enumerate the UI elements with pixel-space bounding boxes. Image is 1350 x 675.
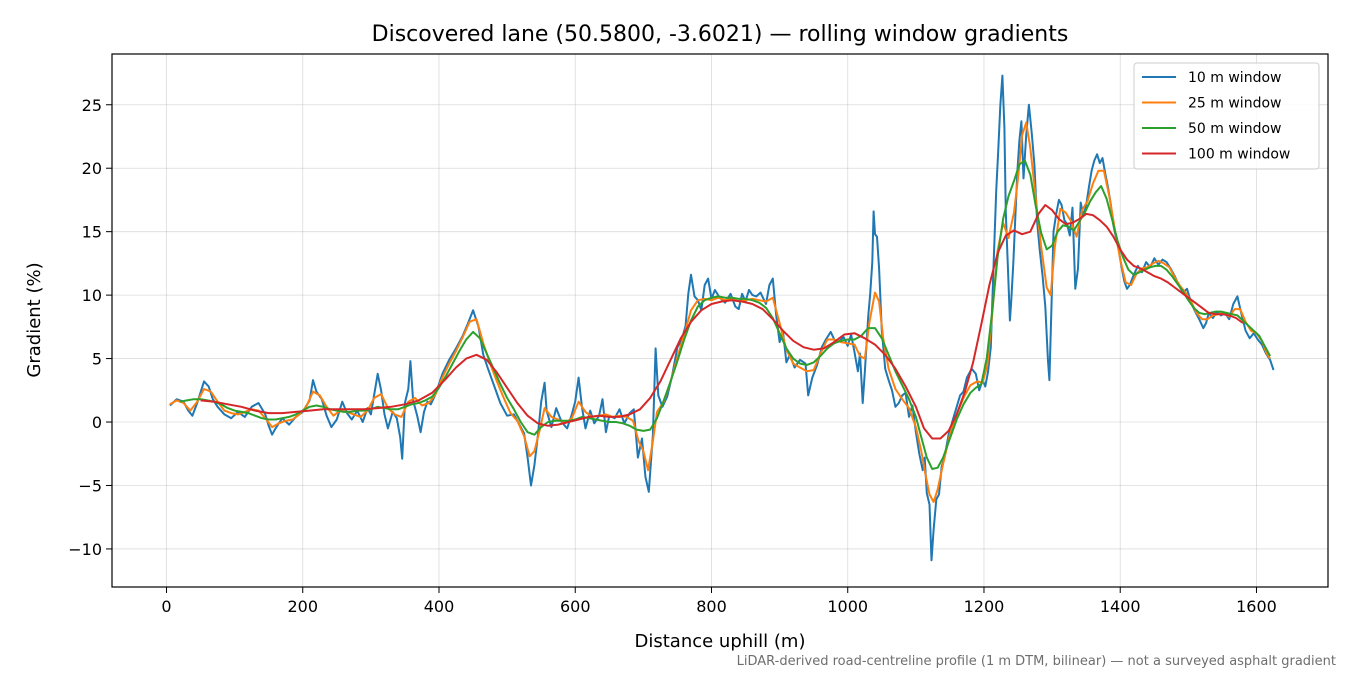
chart-title: Discovered lane (50.5800, -3.6021) — rol… [372,22,1069,47]
legend-label: 10 m window [1188,70,1281,86]
y-tick-label: −5 [78,476,102,495]
legend: 10 m window 25 m window 50 m window 100 m w… [1133,62,1320,170]
y-tick-label: 5 [92,350,102,369]
legend-label: 100 m window [1188,147,1290,163]
y-tick-label: 10 [82,286,102,305]
x-tick-label: 1000 [827,597,868,616]
chart-footnote: LiDAR-derived road-centreline profile (1… [737,654,1336,669]
axis-ticks: 0 200 400 600 800 1000 1200 1400 1600 −10 −5 0 5 10 15… [68,96,1277,616]
y-tick-label: −10 [68,540,102,559]
series-line-1 [169,121,1271,503]
x-tick-label: 0 [161,597,171,616]
y-tick-label: 15 [82,223,102,242]
x-tick-label: 1400 [1100,597,1141,616]
plot-frame [111,53,1329,588]
legend-box [1133,62,1320,170]
x-tick-label: 800 [696,597,727,616]
y-tick-label: 25 [82,96,102,115]
x-tick-label: 200 [287,597,318,616]
legend-label: 25 m window [1188,96,1281,112]
y-tick-label: 20 [82,159,102,178]
series-lines [169,74,1275,562]
x-tick-label: 400 [424,597,455,616]
legend-label: 50 m window [1188,121,1281,137]
x-tick-label: 600 [560,597,591,616]
series-line-3 [200,204,1244,440]
x-tick-label: 1200 [964,597,1005,616]
y-tick-label: 0 [92,413,102,432]
x-tick-label: 1600 [1236,597,1277,616]
x-axis-label: Distance uphill (m) [635,631,806,652]
series-line-0 [169,74,1275,562]
y-axis-label: Gradient (%) [24,262,45,377]
